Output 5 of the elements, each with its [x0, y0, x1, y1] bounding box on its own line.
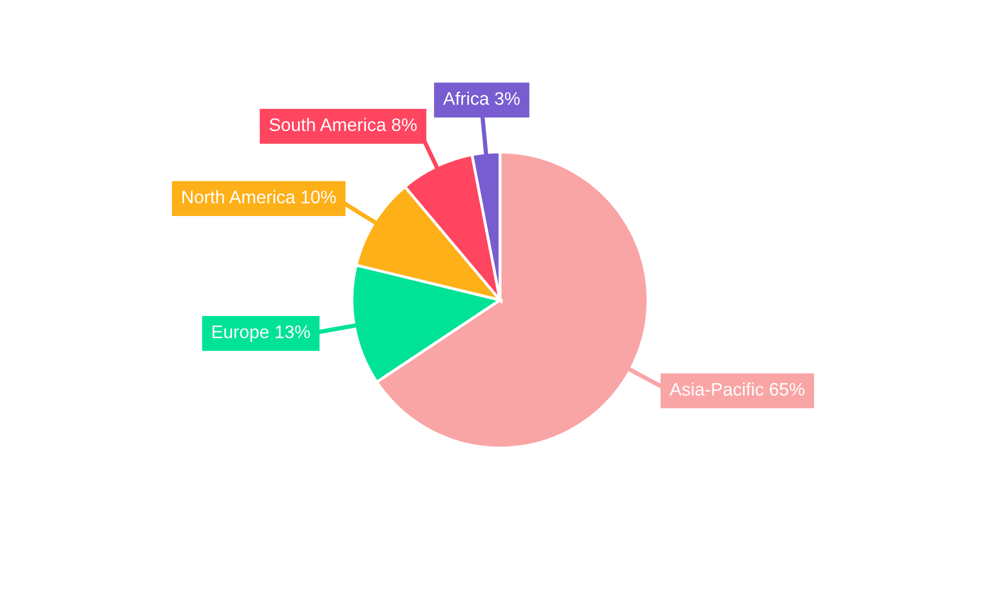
slice-label: South America 8%: [270, 118, 417, 132]
slice-label: Asia-Pacific 65%: [670, 382, 804, 396]
slice-label: North America 10%: [182, 190, 336, 204]
slice-label: Africa 3%: [443, 92, 520, 105]
slice-label: Europe 13%: [212, 325, 310, 342]
